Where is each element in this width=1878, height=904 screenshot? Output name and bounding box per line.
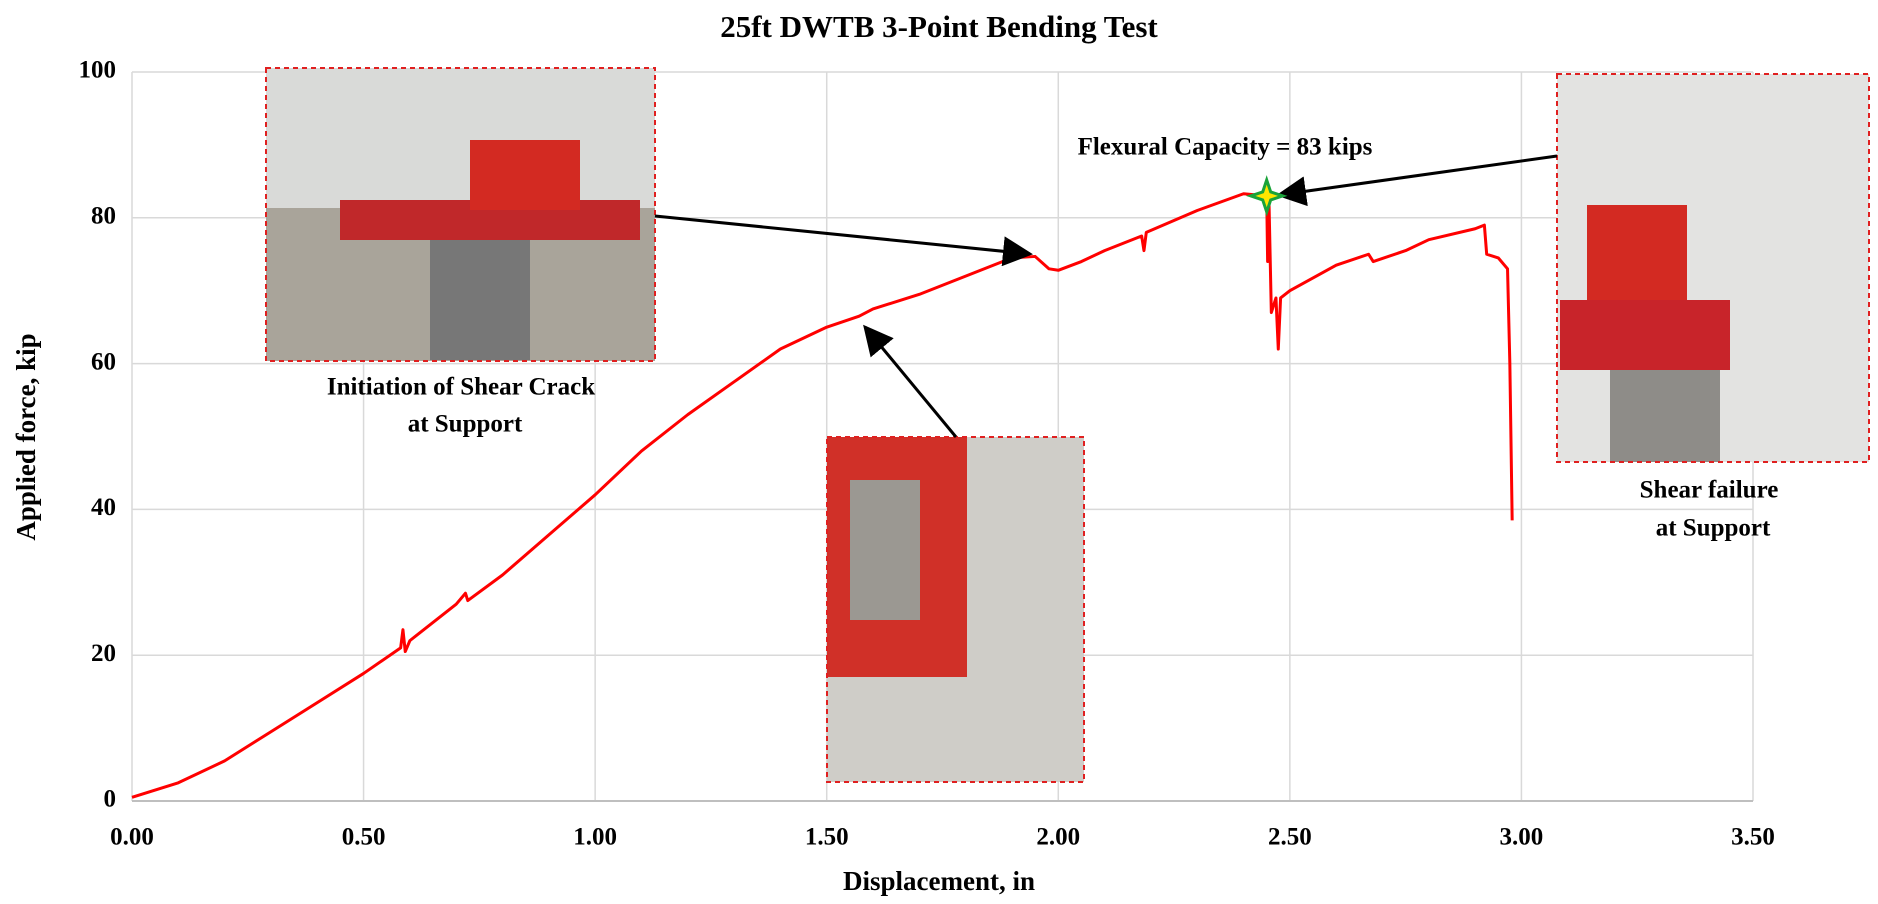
arrow xyxy=(863,324,958,438)
plot-area: 0 20 40 60 80 100 0.00 0.50 1.00 1.50 2.00 2.50 3.00… xyxy=(79,57,1775,851)
x-tick-label: 0.00 xyxy=(110,824,154,851)
data-line xyxy=(131,192,1514,799)
x-axis-label: Displacement, in xyxy=(843,866,1035,896)
x-tick-label: 2.50 xyxy=(1268,824,1312,851)
x-tick-label: 1.50 xyxy=(805,824,849,851)
y-axis-label: Applied force, kip xyxy=(11,333,41,540)
x-tick-label: 1.00 xyxy=(573,824,617,851)
x-tick-label: 0.50 xyxy=(342,824,386,851)
annotation: Shear failure xyxy=(1640,477,1779,504)
peak-marker xyxy=(1245,175,1288,217)
y-tick-label: 60 xyxy=(91,348,116,375)
y-tick-label: 80 xyxy=(91,203,116,230)
y-tick-label: 100 xyxy=(79,57,117,84)
x-tick-label: 2.00 xyxy=(1036,824,1080,851)
x-tick-label: 3.50 xyxy=(1731,824,1775,851)
photo-shear-failure xyxy=(1556,73,1870,463)
annotation: at Support xyxy=(1656,515,1771,542)
photo-shear-crack xyxy=(265,67,656,362)
y-tick-label: 20 xyxy=(91,640,116,667)
annotation: Flexural Capacity = 83 kips xyxy=(1078,134,1373,161)
photo-specimen xyxy=(826,436,1085,783)
y-tick-label: 40 xyxy=(91,494,116,521)
x-tick-label: 3.00 xyxy=(1500,824,1544,851)
y-tick-label: 0 xyxy=(104,786,117,813)
annotation: Initiation of Shear Crack xyxy=(327,374,595,401)
annotation: at Support xyxy=(408,411,523,438)
overlay: Flexural Capacity = 83 kips Initiation o… xyxy=(265,67,1870,783)
chart-title: 25ft DWTB 3-Point Bending Test xyxy=(720,9,1158,44)
arrow xyxy=(654,214,1033,267)
arrow xyxy=(1276,154,1558,207)
